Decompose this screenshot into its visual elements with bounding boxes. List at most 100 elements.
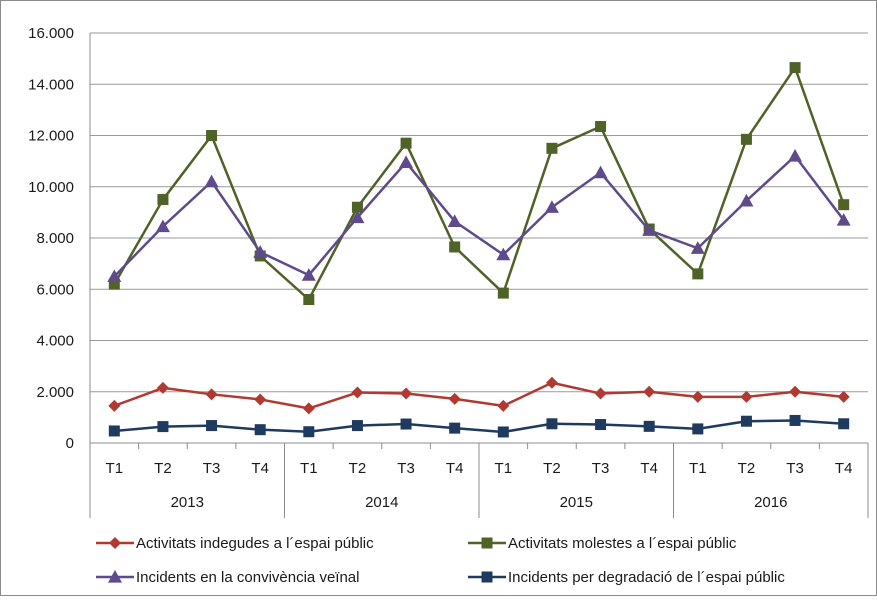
data-point [108,399,121,412]
legend-item: Incidents en la convivència veïnal [96,569,359,586]
data-point [449,241,461,253]
data-point [254,393,267,406]
x-tick-label: T3 [397,460,415,477]
legend-label: Activitats indegudes a l´espai públic [136,535,374,552]
data-point [789,385,802,398]
data-point [643,385,656,398]
x-tick-label: T1 [300,460,318,477]
legend-label: Activitats molestes a l´espai públic [508,535,737,552]
data-point [351,386,364,399]
data-point [400,137,412,149]
data-point [544,200,559,213]
data-point [740,415,752,427]
x-tick-label: T2 [154,460,172,477]
y-tick-label: 14.000 [28,76,74,93]
data-point [400,387,413,400]
y-tick-label: 6.000 [36,281,74,298]
data-point [838,199,850,211]
series-line [113,381,844,410]
data-point [595,419,607,431]
year-label: 2015 [560,494,593,511]
data-point [399,155,414,169]
data-point [157,421,169,433]
x-tick-label: T2 [543,460,561,477]
data-point [109,537,121,549]
y-tick-label: 4.000 [36,333,74,350]
data-point [740,390,753,403]
y-tick-label: 12.000 [28,128,74,145]
data-point [788,149,803,162]
data-point [155,219,170,233]
data-point [206,420,218,432]
legend-item: Incidents per degradació de l´espai públ… [468,569,785,586]
x-tick-label: T3 [203,460,221,477]
data-point [156,381,169,394]
data-point [206,130,218,141]
data-point [350,210,365,224]
gridlines [90,32,868,393]
x-tick-label: T3 [786,460,804,477]
data-point [108,570,122,583]
series-group [108,414,850,438]
data-point [642,223,657,236]
data-point [497,287,509,299]
y-tick-label: 10.000 [28,179,74,196]
y-tick-label: 8.000 [36,230,74,247]
y-tick-label: 16.000 [28,25,74,42]
data-point [497,426,509,438]
data-point [303,426,315,438]
data-point [481,571,493,583]
legend: Activitats indegudes a l´espai públic Act… [96,535,785,586]
data-point [789,414,801,426]
x-tick-label: T4 [446,460,464,477]
x-tick-label: T2 [349,460,367,477]
x-tick-label: T2 [738,460,756,477]
data-point [302,402,315,415]
data-point [108,278,120,290]
year-label: 2016 [754,494,787,511]
data-point [789,62,801,74]
data-point [301,268,316,281]
data-point [739,193,754,207]
data-point [254,424,266,436]
data-point [351,201,363,213]
data-point [205,388,218,401]
data-point [303,294,315,305]
legend-item: Activitats indegudes a l´espai públic [96,535,374,552]
data-point [497,399,510,412]
data-point [204,174,219,188]
x-tick-label: T4 [251,460,269,477]
data-point [595,121,607,133]
x-tick-label: T1 [495,460,513,477]
y-tick-label: 0 [66,435,74,452]
legend-label: Incidents en la convivència veïnal [136,569,359,586]
data-point [836,213,851,226]
legend-item: Activitats molestes a l´espai públic [468,535,737,552]
data-point [481,537,493,549]
axes: 0 2.000 4.000 6.000 8.000 10.000 12.000 14.000 1… [28,25,869,518]
series-lines [107,62,851,438]
x-tick-label: T4 [640,460,658,477]
series-line [114,419,844,434]
data-point [690,241,705,254]
legend-label: Incidents per degradació de l´espai públ… [508,569,785,586]
data-point [837,390,850,403]
data-point [400,418,412,430]
year-label: 2013 [171,494,204,511]
data-point [692,423,704,435]
series-group [107,149,851,283]
y-tick-label: 2.000 [36,384,74,401]
data-point [692,268,704,280]
data-point [107,269,122,283]
data-point [691,390,704,403]
data-point [351,420,363,432]
x-tick-label: T4 [835,460,853,477]
series-line [113,66,845,301]
x-tick-label: T1 [106,460,124,477]
data-point [545,376,558,389]
data-point [594,387,607,400]
data-point [447,214,462,227]
data-point [157,194,169,206]
